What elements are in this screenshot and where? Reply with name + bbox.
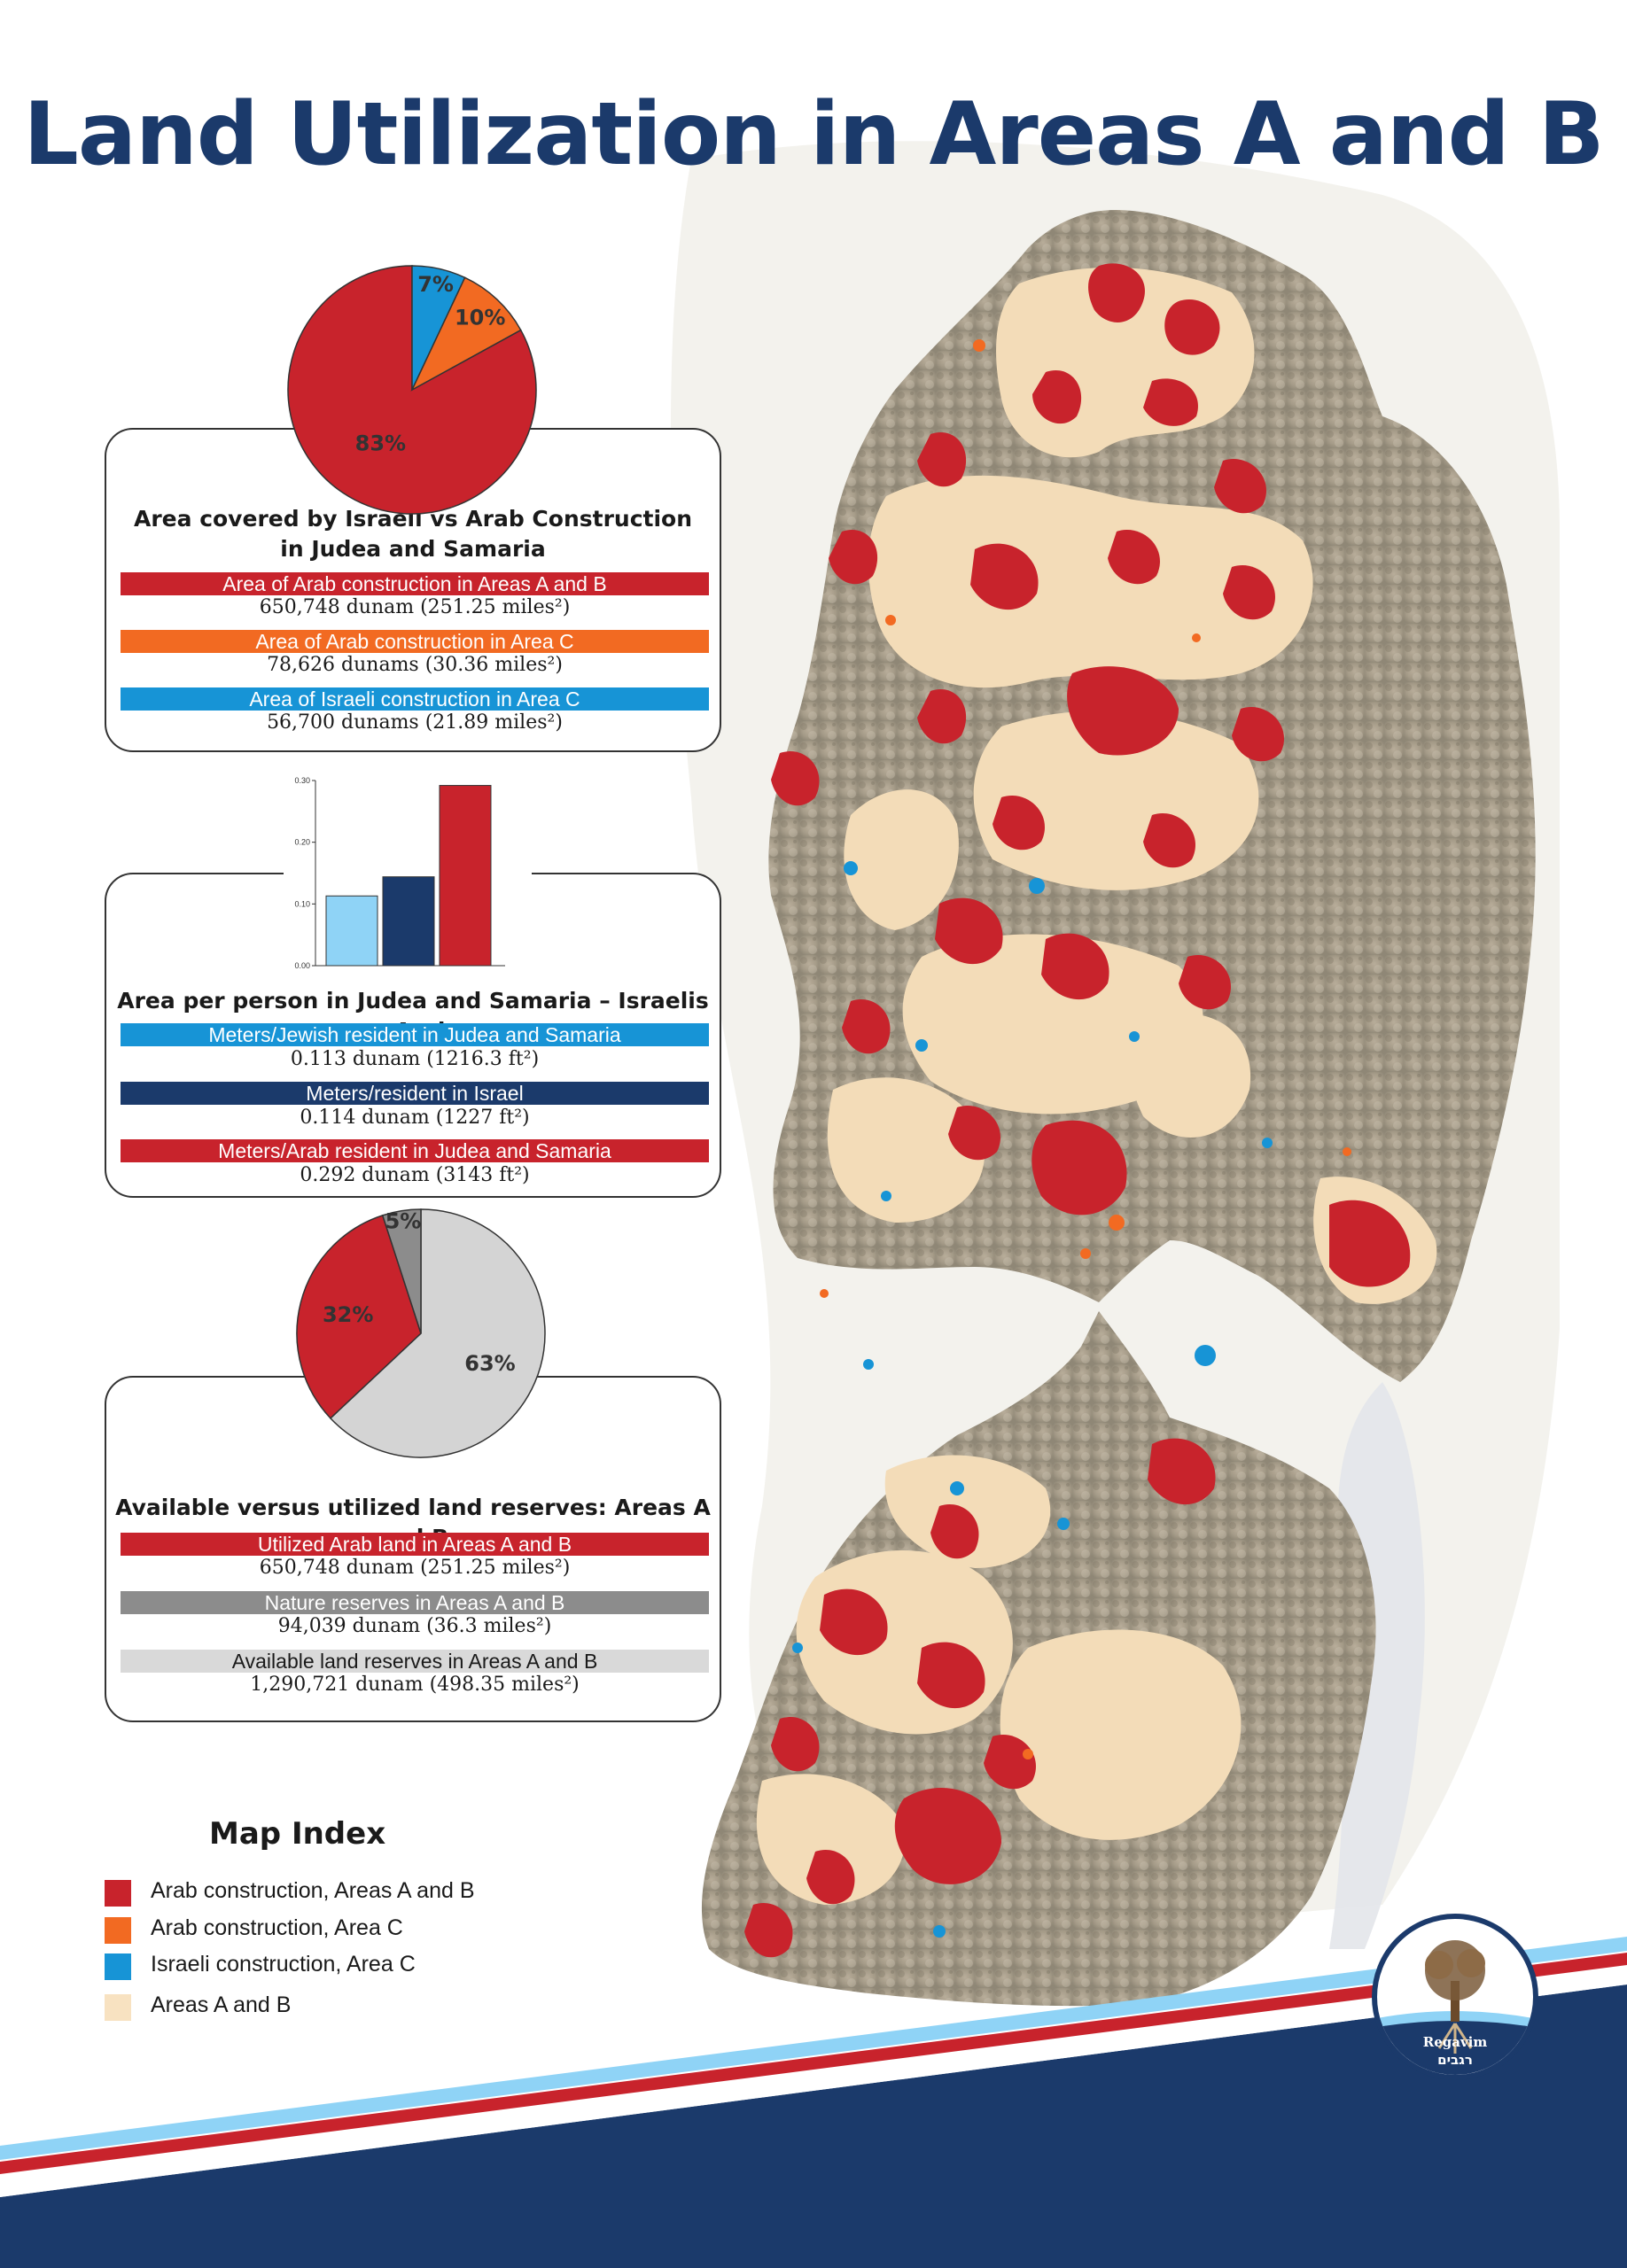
bar xyxy=(439,785,492,967)
banner-white xyxy=(0,1965,1627,2197)
legend-value-israeli-c: 56,700 dunams (21.89 miles²) xyxy=(267,711,563,734)
legend-value-jewish-resident: 0.113 dunam (1216.3 ft²) xyxy=(290,1048,540,1070)
legend-label-utilized: Utilized Arab land in Areas A and B xyxy=(121,1533,709,1556)
logo-text-en: Regavim xyxy=(1422,2034,1488,2050)
swatch-blue xyxy=(105,1953,131,1980)
legend-value-arab-ab: 650,748 dunam (251.25 miles²) xyxy=(259,596,571,618)
logo-text-he: רגבים xyxy=(1437,2052,1473,2068)
swatch-orange xyxy=(105,1917,131,1944)
legend-value-arab-resident: 0.292 dunam (3143 ft²) xyxy=(300,1164,530,1186)
pie-slice xyxy=(296,1214,422,1419)
legend-value-israel-resident: 0.114 dunam (1227 ft²) xyxy=(300,1107,530,1129)
banner-red xyxy=(0,1953,1627,2174)
construction-panel: Area covered by Israeli vs Arab Construc… xyxy=(105,428,721,752)
legend-label-jewish-resident: Meters/Jewish resident in Judea and Sama… xyxy=(121,1023,709,1046)
map-index-label: Arab construction, Areas A and B xyxy=(151,1878,475,1903)
banner-navy xyxy=(0,1984,1627,2268)
legend-value-arab-c: 78,626 dunams (30.36 miles²) xyxy=(267,654,563,676)
map-index: Map Index Arab construction, Areas A and… xyxy=(105,1816,601,2029)
arab-construction-area-c xyxy=(820,339,1351,1759)
legend-label-arab-ab: Area of Arab construction in Areas A and… xyxy=(121,572,709,595)
map-index-label: Areas A and B xyxy=(151,1992,292,2017)
map-index-title: Map Index xyxy=(209,1816,386,1852)
pie-slice xyxy=(329,1208,546,1458)
panel-title: Available versus utilized land reserves:… xyxy=(115,1495,711,1550)
pie-slice xyxy=(381,1208,422,1334)
pie-slice-label: 7% xyxy=(417,272,454,297)
pie-slice-label: 32% xyxy=(323,1302,373,1327)
legend-label-available: Available land reserves in Areas A and B xyxy=(121,1650,709,1673)
swatch-red xyxy=(105,1880,131,1907)
land-reserves-pie-chart: 63% 32% 5% xyxy=(296,1208,546,1458)
legend-label-israeli-c: Area of Israeli construction in Area C xyxy=(121,687,709,711)
y-tick-label: 0.30 xyxy=(294,776,310,785)
bar xyxy=(382,876,435,967)
pie-slice-label: 10% xyxy=(455,305,505,330)
pie-slice xyxy=(410,276,522,392)
legend-label-israel-resident: Meters/resident in Israel xyxy=(121,1082,709,1105)
page-title: Land Utilization in Areas A and B xyxy=(23,84,1604,185)
swatch-beige xyxy=(105,1994,131,2021)
legend-label-arab-resident: Meters/Arab resident in Judea and Samari… xyxy=(121,1139,709,1162)
map-index-label: Arab construction, Area C xyxy=(151,1915,403,1940)
legend-value-nature: 94,039 dunam (36.3 miles²) xyxy=(277,1615,552,1637)
bottom-banner xyxy=(0,1937,1627,2268)
map-index-label: Israeli construction, Area C xyxy=(151,1952,416,1977)
banner-light-blue xyxy=(0,1937,1627,2160)
legend-label-arab-c: Area of Arab construction in Area C xyxy=(121,630,709,653)
arab-construction-areas-a-b xyxy=(744,263,1411,1958)
y-tick-label: 0.20 xyxy=(294,838,310,847)
area-per-person-bar-chart: 0.00 0.10 0.20 0.30 xyxy=(284,766,532,979)
y-tick-label: 0.10 xyxy=(294,899,310,908)
legend-value-utilized: 650,748 dunam (251.25 miles²) xyxy=(259,1557,571,1579)
construction-pie-chart: 83% 7%10% xyxy=(287,265,537,515)
pie-slice-label: 63% xyxy=(464,1351,515,1376)
bar xyxy=(325,895,378,967)
y-tick-label: 0.00 xyxy=(294,961,310,970)
pie-slice-label: 83% xyxy=(355,431,406,455)
legend-value-available: 1,290,721 dunam (498.35 miles²) xyxy=(250,1674,580,1696)
pie-slice-label: 5% xyxy=(385,1209,422,1234)
israeli-construction-area-c xyxy=(792,861,1273,1938)
regavim-logo: Regavim רגבים xyxy=(1372,1914,1538,2080)
legend-label-nature: Nature reserves in Areas A and B xyxy=(121,1591,709,1614)
